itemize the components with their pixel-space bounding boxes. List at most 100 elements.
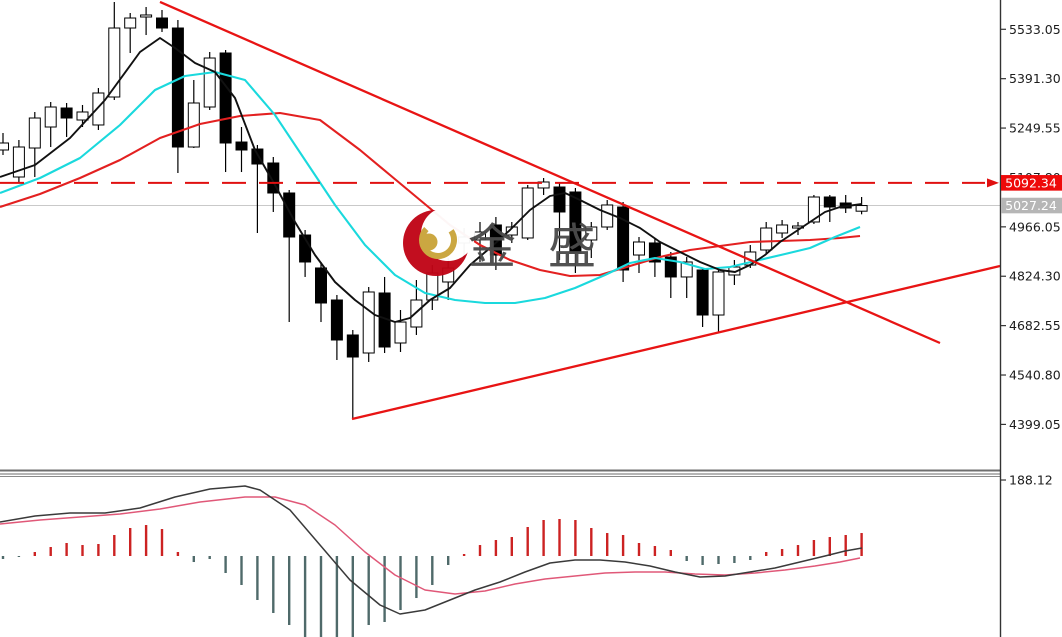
candle-body [823, 196, 836, 208]
candle [569, 187, 582, 273]
candle-body [12, 146, 25, 178]
candle-body [124, 17, 137, 29]
candle [537, 178, 550, 195]
macd-panel-layer [0, 485, 863, 637]
axis-tick-label: 4824.30 [1009, 269, 1061, 284]
candle-body [92, 92, 105, 126]
macd-main-line [0, 485, 863, 615]
candle-body [76, 111, 89, 121]
candle [633, 237, 645, 273]
candle-body [394, 321, 407, 344]
candle-body [108, 27, 121, 98]
candle [92, 88, 105, 130]
candles-layer [0, 1, 868, 419]
ma-slow-red [0, 111, 861, 278]
axis-tick-label: 4399.05 [1009, 417, 1061, 432]
candle [12, 140, 25, 183]
candle [839, 194, 852, 213]
candle-body [489, 224, 502, 256]
candle-body [251, 148, 264, 165]
trendlines-layer [0, 0, 1001, 421]
candle [362, 287, 375, 362]
candle-body [696, 269, 709, 316]
candle-body [776, 224, 789, 234]
descending-trendline [159, 0, 941, 345]
indicator-axis-tick-label: 188.12 [1009, 473, 1053, 488]
candle-body [712, 271, 725, 316]
candle-body [664, 256, 677, 278]
candle-body [44, 106, 57, 128]
candle [251, 144, 264, 233]
candle [171, 20, 184, 173]
axis-tick-label: 4540.80 [1009, 368, 1061, 383]
candle [712, 270, 725, 332]
candle [315, 261, 327, 323]
candle [124, 12, 137, 53]
candle-body [585, 226, 598, 241]
candle [696, 268, 709, 328]
candle [156, 10, 168, 32]
candle [823, 194, 836, 222]
candle [203, 51, 216, 110]
candle [44, 101, 57, 148]
candle [108, 1, 121, 100]
candle [0, 132, 9, 155]
candle-body [648, 242, 661, 263]
candle-body [633, 241, 645, 256]
candle-body [60, 107, 73, 119]
candle-body [267, 162, 280, 194]
ascending-trendline [351, 264, 1001, 421]
candle [235, 127, 248, 173]
candle-body [28, 117, 41, 149]
axis-tick-label: 5249.55 [1009, 121, 1061, 136]
candle-body [855, 205, 868, 212]
candle [776, 220, 789, 238]
candle-body [219, 52, 232, 144]
candle [346, 330, 359, 419]
axis-tick-label: 5533.05 [1009, 22, 1061, 37]
candle-body [171, 27, 184, 148]
candle [394, 310, 407, 352]
candle-body [553, 186, 566, 213]
candle-body [283, 192, 296, 238]
candle-body [537, 181, 550, 189]
candle [28, 111, 41, 178]
candle [187, 80, 200, 149]
candle [585, 221, 598, 259]
candle [140, 7, 153, 36]
candle [219, 50, 232, 173]
candle-body [315, 267, 327, 304]
candle-body [680, 261, 693, 278]
candle-body [569, 191, 582, 254]
last-price-badge [1001, 197, 1062, 214]
candle-body [330, 299, 343, 341]
alert-level-badge [1001, 175, 1062, 191]
candle-body [156, 17, 168, 29]
candle-body [346, 334, 359, 358]
candle [330, 294, 343, 360]
candle-body [140, 14, 153, 18]
candle-body [760, 227, 773, 251]
axis-tick-label: 4966.05 [1009, 219, 1061, 234]
candle-body [235, 141, 248, 151]
axis-tick-label: 5391.30 [1009, 71, 1061, 86]
logo-gold-ball [420, 233, 438, 251]
candle [267, 157, 280, 212]
last-price-badge-label: 5027.24 [1005, 198, 1057, 213]
alert-line-arrow [987, 178, 999, 188]
candle-body [807, 196, 820, 223]
candle-body [0, 142, 9, 151]
axis-tick-label: 4682.55 [1009, 318, 1061, 333]
candle-body [617, 206, 630, 271]
candle [378, 276, 391, 353]
candle [855, 197, 868, 215]
candle-body [203, 57, 216, 108]
candle-body [362, 291, 375, 354]
moving-averages-layer [0, 37, 863, 323]
watermark-text: 金 盛 [468, 221, 606, 274]
ma-fast-black [0, 37, 863, 323]
watermark-logo: 金 盛 [403, 207, 606, 276]
